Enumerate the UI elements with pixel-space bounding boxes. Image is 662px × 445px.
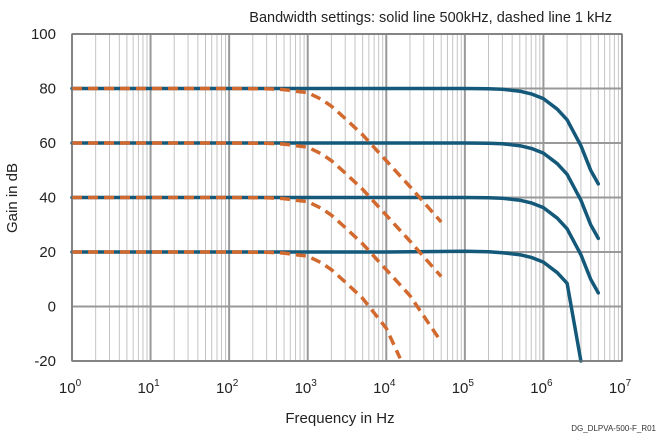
y-tick-label: 20: [39, 244, 56, 261]
y-tick-label: 100: [31, 26, 56, 43]
x-tick-label: 105: [452, 378, 475, 397]
y-tick-label: -20: [34, 353, 56, 370]
x-tick-label: 106: [530, 378, 553, 397]
chart-title: Bandwidth settings: solid line 500kHz, d…: [249, 10, 612, 26]
y-tick-label: 80: [39, 81, 56, 98]
dashed-series-line-6: [72, 195, 443, 343]
series-layer: [70, 86, 601, 363]
y-tick-label: 40: [39, 190, 56, 207]
x-axis-title: Frequency in Hz: [285, 410, 394, 427]
x-tick-label: 100: [59, 378, 82, 397]
x-tick-label: 103: [295, 378, 318, 397]
solid-series-line-3: [70, 249, 583, 363]
dashed-series-line-4: [72, 86, 443, 224]
x-tick-label: 101: [137, 378, 160, 397]
y-tick-labels: 100 80 60 40 20 0 -20: [31, 26, 56, 370]
dashed-series-line-7: [72, 250, 402, 360]
y-tick-label: 0: [48, 299, 56, 316]
plot-frame: [71, 33, 623, 362]
dashed-series-line-5: [72, 141, 443, 278]
y-tick-label: 60: [39, 135, 56, 152]
y-axis-title: Gain in dB: [4, 163, 21, 233]
figure-id-note: DG_DLPVA-500-F_R01: [571, 424, 656, 433]
x-tick-label: 104: [373, 378, 396, 397]
x-tick-label: 107: [609, 378, 632, 397]
x-tick-label: 102: [216, 378, 239, 397]
x-tick-labels: 100 101 102 103 104 105 106 107: [59, 378, 632, 397]
